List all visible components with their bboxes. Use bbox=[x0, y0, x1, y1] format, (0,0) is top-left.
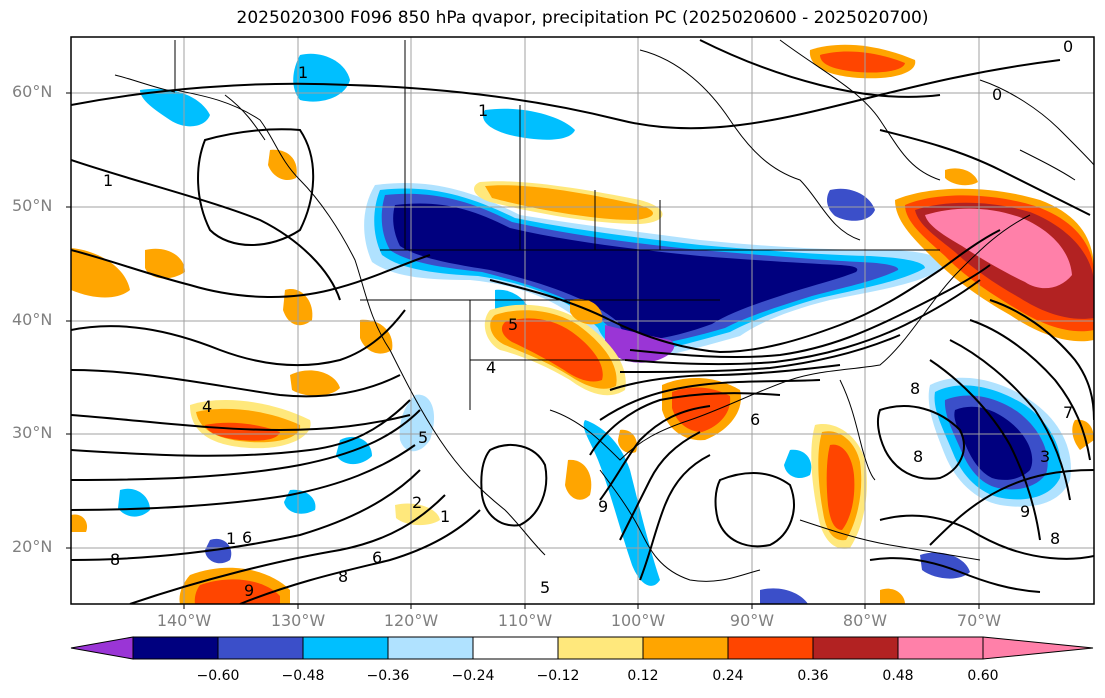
contour-label: 5 bbox=[540, 578, 550, 597]
graticule bbox=[71, 37, 1094, 604]
colorbar-bin bbox=[813, 637, 898, 659]
longitude-label: 110°W bbox=[497, 611, 553, 630]
colorbar-tick-label: −0.48 bbox=[281, 668, 325, 684]
contour-label: 1 bbox=[478, 101, 488, 120]
contour-label: 1 bbox=[103, 171, 113, 190]
colorbar-tick-label: −0.36 bbox=[366, 668, 410, 684]
colorbar-tick-label: −0.12 bbox=[536, 668, 580, 684]
colorbar bbox=[70, 636, 1094, 660]
contour-label: 8 bbox=[110, 550, 120, 569]
positive-anomaly-areas bbox=[71, 44, 1094, 604]
latitude-label: 30°N bbox=[12, 423, 53, 442]
latitude-label: 40°N bbox=[12, 310, 53, 329]
colorbar-tick-label: 0.36 bbox=[797, 668, 829, 684]
contour-labels: 1 1 1 0 0 5 4 4 2 1 1 6 8 6 5 8 9 8 3 9 … bbox=[103, 37, 1073, 600]
longitude-label: 80°W bbox=[842, 611, 888, 630]
longitude-label: 130°W bbox=[270, 611, 326, 630]
latitude-label: 60°N bbox=[12, 82, 53, 101]
contour-label: 6 bbox=[372, 548, 382, 567]
colorbar-tick-label: 0.48 bbox=[882, 668, 914, 684]
contour-label: 7 bbox=[1063, 403, 1073, 422]
qvapor-contours bbox=[71, 39, 1094, 604]
colorbar-tick-label: −0.60 bbox=[196, 668, 240, 684]
contour-label: 2 bbox=[412, 493, 422, 512]
latitude-label: 20°N bbox=[12, 537, 53, 556]
contour-label: 1 bbox=[226, 529, 236, 548]
longitude-label: 70°W bbox=[956, 611, 1002, 630]
colorbar-bin bbox=[388, 637, 473, 659]
colorbar-under-extension bbox=[70, 636, 134, 660]
contour-label: 9 bbox=[244, 581, 254, 600]
contour-label: 6 bbox=[242, 528, 252, 547]
coastlines bbox=[114, 39, 1094, 582]
contour-label: 4 bbox=[202, 397, 212, 416]
contour-label: 1 bbox=[440, 507, 450, 526]
colorbar-tick-label: 0.24 bbox=[712, 668, 744, 684]
colorbar-tick-label: 0.12 bbox=[627, 668, 659, 684]
longitude-label: 90°W bbox=[729, 611, 775, 630]
colorbar-bin bbox=[218, 637, 303, 659]
longitude-label: 120°W bbox=[383, 611, 439, 630]
colorbar-bin bbox=[133, 637, 218, 659]
contour-label: 4 bbox=[486, 358, 496, 377]
contour-label: 8 bbox=[910, 379, 920, 398]
colorbar-tick-label: −0.24 bbox=[451, 668, 495, 684]
colorbar-over-extension bbox=[982, 636, 1094, 660]
contour-label: 0 bbox=[1063, 37, 1073, 56]
colorbar-bin bbox=[643, 637, 728, 659]
contour-label: 1 bbox=[298, 63, 308, 82]
contour-label: 6 bbox=[750, 410, 760, 429]
map-title: 2025020300 F096 850 hPa qvapor, precipit… bbox=[236, 8, 929, 28]
contour-label: 9 bbox=[598, 497, 608, 516]
latitude-label: 50°N bbox=[12, 196, 53, 215]
axis-ticks bbox=[66, 92, 980, 609]
colorbar-bin bbox=[898, 637, 983, 659]
colorbar-bin bbox=[558, 637, 643, 659]
colorbar-bin bbox=[728, 637, 813, 659]
map-area: 1 1 1 0 0 5 4 4 2 1 1 6 8 6 5 8 9 8 3 9 … bbox=[71, 37, 1094, 604]
colorbar-tick-label: 0.60 bbox=[967, 668, 999, 684]
contour-label: 5 bbox=[418, 428, 428, 447]
contour-label: 8 bbox=[338, 567, 348, 586]
longitude-label: 100°W bbox=[610, 611, 666, 630]
contour-label: 3 bbox=[1040, 447, 1050, 466]
contour-label: 9 bbox=[1020, 502, 1030, 521]
contour-label: 0 bbox=[992, 85, 1002, 104]
contour-label: 8 bbox=[1050, 529, 1060, 548]
longitude-label: 140°W bbox=[156, 611, 212, 630]
contour-label: 5 bbox=[508, 315, 518, 334]
colorbar-bin bbox=[303, 637, 388, 659]
colorbar-bin bbox=[473, 637, 558, 659]
contour-label: 8 bbox=[913, 447, 923, 466]
